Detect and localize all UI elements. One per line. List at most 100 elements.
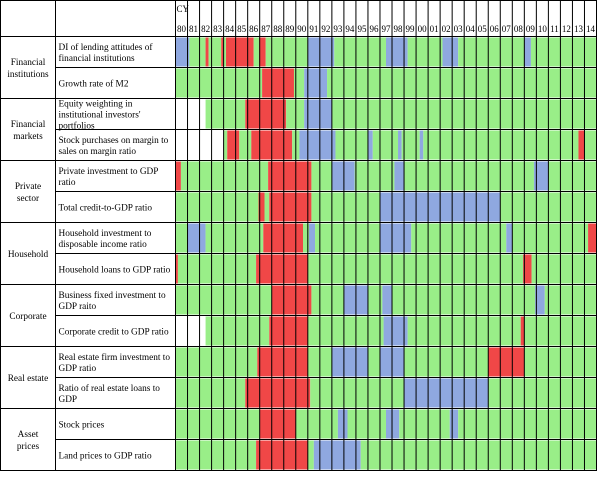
- year-tick-label: 94: [345, 24, 355, 34]
- heatmap-cell-green: [458, 37, 525, 67]
- year-tick-label: 91: [309, 24, 318, 34]
- heatmap-cell-green: [512, 223, 589, 253]
- heatmap-cell-blue: [367, 130, 373, 160]
- heatmap-cell-blue: [175, 37, 190, 67]
- heatmap-cell-blue: [506, 223, 513, 253]
- indicator-label: Household loans to GDP ratio: [59, 266, 171, 276]
- heatmap-cell-green: [360, 440, 597, 470]
- heatmap-cell-red: [256, 440, 308, 470]
- heatmap-cell-green: [307, 316, 384, 346]
- heatmap-cell-red: [578, 130, 585, 160]
- year-tick-label: 86: [249, 24, 259, 34]
- heatmap-cell-green: [303, 223, 310, 253]
- heatmap-cell-green: [265, 37, 308, 67]
- year-tick-label: 11: [550, 24, 559, 34]
- heatmap-cell-blue: [337, 409, 348, 439]
- year-tick-label: 81: [189, 24, 198, 34]
- heatmap-cell-blue: [331, 161, 355, 191]
- year-tick-label: 82: [201, 24, 210, 34]
- heatmap-cell-blue: [449, 409, 459, 439]
- heatmap-cell-blue: [442, 37, 459, 67]
- heatmap-cell-green: [189, 37, 206, 67]
- heatmap-cell-blue: [309, 223, 316, 253]
- heatmap-cell-green: [404, 161, 534, 191]
- year-tick-label: 99: [406, 24, 416, 34]
- heatmap-cell-green: [239, 130, 252, 160]
- year-tick-label: 04: [466, 24, 476, 34]
- heatmap-cell-red: [269, 192, 312, 222]
- year-tick-label: 98: [394, 24, 404, 34]
- heatmap-cell-red: [259, 37, 266, 67]
- heatmap-cell-blue: [382, 285, 393, 315]
- year-tick-label: 06: [490, 24, 500, 34]
- heatmap-cell-blue: [533, 161, 549, 191]
- heatmap-cell-red: [205, 37, 209, 67]
- indicator-label: DI of lending attitudes of financial inst…: [59, 42, 154, 64]
- heatmap-cell-green: [367, 347, 380, 377]
- heatmap-cell-red: [268, 161, 312, 191]
- heatmap-cell-red: [262, 68, 294, 98]
- heatmap-cell-blue: [187, 223, 206, 253]
- heatmap-cell-green: [335, 130, 368, 160]
- heatmap-cell-blue: [524, 37, 531, 67]
- heatmap-cell-green: [264, 192, 270, 222]
- indicator-label: Land prices to GDP ratio: [59, 452, 152, 462]
- year-gridlines: [175, 0, 597, 471]
- year-tick-label: 12: [562, 24, 571, 34]
- heatmap-cell-blue: [535, 285, 545, 315]
- year-tick-label: 87: [261, 24, 271, 34]
- heatmap-cell-red: [258, 192, 265, 222]
- indicator-label: Stock prices: [59, 421, 105, 431]
- heatmap-cell-green: [307, 254, 524, 284]
- heatmap-cell-blue: [386, 409, 400, 439]
- heatmap-cell-green: [175, 440, 257, 470]
- heatmap-cell-blue: [299, 130, 336, 160]
- heatmap-cell-green: [401, 130, 420, 160]
- heatmap-cell-blue: [304, 99, 332, 129]
- indicator-label: Private investment to GDP ratio: [59, 167, 159, 188]
- heatmap-cell-green: [175, 68, 263, 98]
- outer-border: [0, 0, 597, 471]
- heatmap-cell-red: [175, 161, 181, 191]
- heatmap-cell-green: [293, 68, 305, 98]
- heatmap-cell-green: [208, 37, 222, 67]
- heatmap-cell-none: [175, 316, 206, 346]
- heatmap-cell-green: [223, 37, 227, 67]
- year-tick-label: 13: [574, 24, 584, 34]
- heatmap-cell-green: [531, 254, 597, 284]
- indicator-label: Real estate firm investment to GDP ratio: [59, 352, 171, 374]
- heatmap-cell-blue: [419, 130, 424, 160]
- heatmap-cell-green: [311, 192, 380, 222]
- heatmap-cell-green: [205, 223, 264, 253]
- heatmap-cell-green: [423, 130, 579, 160]
- heatmap-cell-green: [307, 440, 314, 470]
- year-tick-label: 05: [478, 24, 488, 34]
- heatmap-cell-green: [488, 378, 597, 408]
- header-cy-label: CY: [177, 4, 190, 14]
- year-tick-label: 85: [237, 24, 247, 34]
- year-tick-label: 84: [225, 24, 235, 34]
- group-label: Private sector: [15, 182, 41, 204]
- year-tick-label: 02: [442, 24, 451, 34]
- indicator-label: Household investment to disposable income…: [59, 229, 152, 250]
- heatmap-cell-green: [177, 254, 257, 284]
- heatmap-cell-green: [404, 347, 489, 377]
- year-tick-label: 96: [369, 24, 379, 34]
- group-label: Household: [8, 250, 49, 260]
- heatmap-cell-red: [263, 223, 304, 253]
- group-label: Financial markets: [11, 120, 46, 142]
- heatmap-cell-green: [530, 37, 597, 67]
- heatmap-cell-blue: [304, 68, 328, 98]
- indicator-label: Stock purchases on margin to sales on mar…: [59, 136, 169, 157]
- heatmap-cell-green: [544, 285, 597, 315]
- indicator-label: Ratio of real estate loans to GDP: [59, 383, 161, 405]
- indicator-label: Business fixed investment to GDP raito: [59, 290, 167, 312]
- heatmap-cell-green: [175, 378, 246, 408]
- year-tick-label: 90: [297, 24, 307, 34]
- heatmap-cell-red: [257, 347, 308, 377]
- year-tick-label: 93: [333, 24, 343, 34]
- group-label: Corporate: [9, 312, 46, 322]
- heatmap-cell-green: [311, 161, 332, 191]
- heatmap-cell-green: [175, 223, 188, 253]
